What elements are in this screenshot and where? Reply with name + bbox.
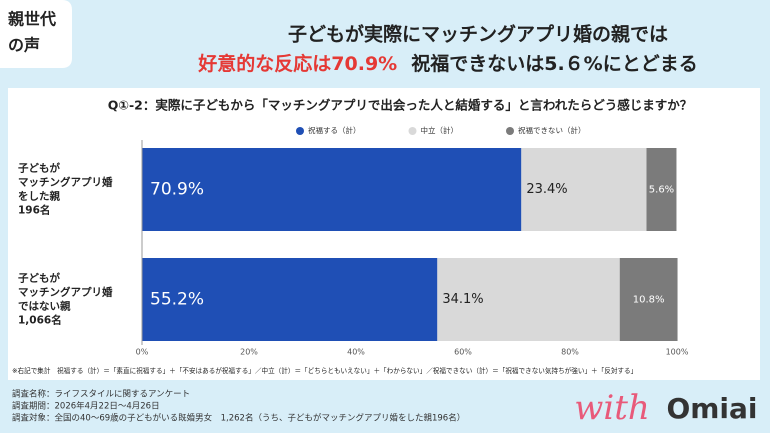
category-label: 196名 <box>18 204 50 217</box>
badge-text: の声 <box>8 36 40 55</box>
x-tick-label: 60% <box>454 348 472 357</box>
category-label: 子どもが <box>18 272 60 285</box>
footnote: ※右記で集計 祝福する（計）＝「素直に祝福する」＋「不安はあるが祝福する」／中立… <box>12 366 637 375</box>
value-label: 23.4% <box>526 182 567 197</box>
bar-segment <box>142 258 438 341</box>
badge-box <box>0 0 72 68</box>
category-label: 子どもが <box>18 162 60 175</box>
category-label: ではない親 <box>18 300 71 313</box>
logo-brand: Omiai <box>666 392 757 425</box>
bar-segment <box>437 258 620 341</box>
bar-segment <box>619 258 678 341</box>
survey-line: 調査期間：2026年4月22日～4月26日 <box>12 401 160 412</box>
headline: 好意的な反応は70.9% 祝福できないは5.６%にとどまる <box>197 52 697 75</box>
x-tick-label: 80% <box>561 348 579 357</box>
legend-swatch <box>506 127 514 135</box>
value-label: 55.2% <box>150 290 204 310</box>
x-tick-label: 20% <box>240 348 258 357</box>
value-label: 10.8% <box>633 295 665 306</box>
chart-title: Q①-2：実際に子どもから「マッチングアプリで出会った人と結婚する」と言われたら… <box>108 98 692 113</box>
headline-rest: 祝福できないは5.６%にとどまる <box>411 52 697 75</box>
x-tick-label: 100% <box>666 348 689 357</box>
legend-label: 祝福する（計） <box>308 125 361 135</box>
bar-segment <box>142 148 522 231</box>
value-label: 70.9% <box>150 180 204 200</box>
headline: 子どもが実際にマッチングアプリ婚の親では <box>288 23 668 46</box>
value-label: 34.1% <box>442 292 483 307</box>
x-tick-label: 40% <box>347 348 365 357</box>
value-label: 5.6% <box>649 185 674 196</box>
category-label: マッチングアプリ婚 <box>18 286 113 299</box>
legend-swatch <box>296 127 304 135</box>
survey-line: 調査名称：ライフスタイルに関するアンケート <box>12 389 190 400</box>
legend-label: 中立（計） <box>421 125 459 135</box>
survey-line: 調査対象：全国の40～69歳の子どもがいる既婚男女 1,262名（うち、子どもが… <box>12 413 465 424</box>
bar-segment <box>646 148 677 231</box>
legend-label: 祝福できない（計） <box>518 125 586 135</box>
legend-swatch <box>408 127 417 135</box>
category-label: 1,066名 <box>18 314 62 327</box>
badge-text: 親世代 <box>8 10 56 29</box>
headline-highlight: 好意的な反応は70.9% <box>197 52 397 75</box>
category-label: マッチングアプリ婚 <box>18 176 113 189</box>
logo-script: with <box>574 388 650 428</box>
x-tick-label: 0% <box>136 348 149 357</box>
bar-segment <box>521 148 647 231</box>
category-label: をした親 <box>18 190 60 203</box>
